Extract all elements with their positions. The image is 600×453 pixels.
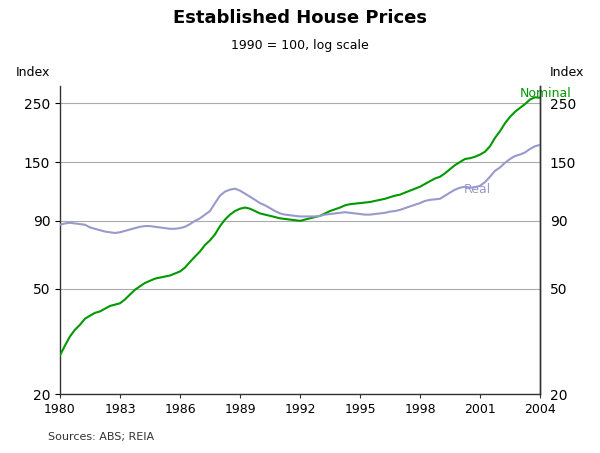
Text: Nominal: Nominal [520,87,572,100]
Text: Index: Index [16,66,50,79]
Text: Real: Real [464,183,491,196]
Text: Established House Prices: Established House Prices [173,9,427,27]
Text: 1990 = 100, log scale: 1990 = 100, log scale [231,39,369,52]
Text: Index: Index [550,66,584,79]
Text: Sources: ABS; REIA: Sources: ABS; REIA [48,432,154,442]
